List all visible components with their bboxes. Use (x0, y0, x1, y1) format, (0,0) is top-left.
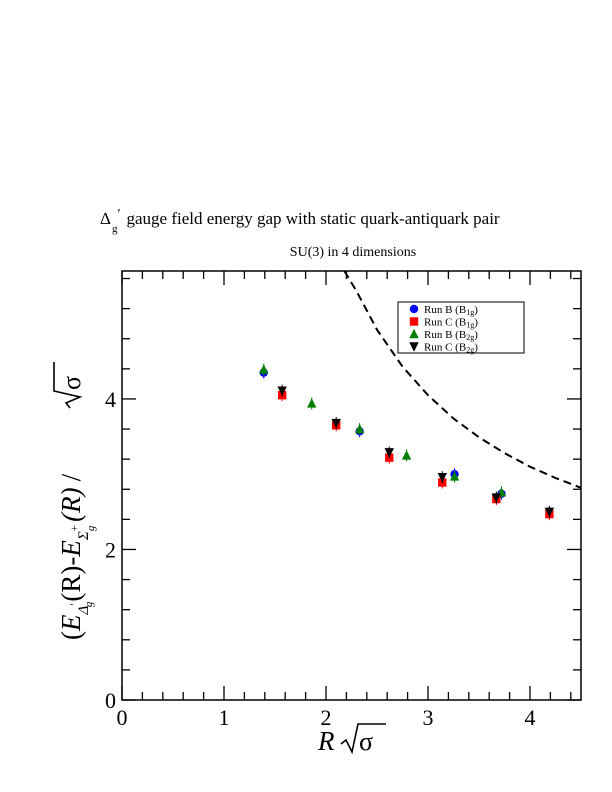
data-point (401, 450, 412, 460)
x-tick-label: 1 (219, 705, 230, 730)
data-point (331, 418, 341, 429)
axis-ticks (121, 271, 581, 701)
data-point (307, 398, 317, 408)
legend-marker (409, 317, 419, 326)
axis-tick-labels: 0 1 2 3 4 0 2 4 (105, 387, 536, 730)
legend-marker (409, 328, 419, 339)
data-point (259, 364, 269, 374)
legend-label: Run B (B1g) (424, 304, 478, 317)
data-point (449, 471, 460, 481)
legend-marker (409, 304, 419, 314)
x-tick-label: 2 (321, 705, 332, 730)
data-point (544, 507, 555, 518)
chart-title: Δg′ gauge field energy gap with static qu… (100, 207, 500, 235)
legend-label: Run B (B2g) (424, 329, 478, 342)
y-tick-label: 2 (105, 537, 116, 562)
x-tick-label: 3 (423, 705, 434, 730)
y-axis-label: (EΔ′ g(R)-EΣg+(R)/ σ (53, 362, 97, 640)
data-point (277, 386, 287, 396)
legend-box (397, 301, 525, 354)
y-tick-label: 0 (105, 688, 116, 713)
data-point (437, 473, 447, 483)
svg-text:σ: σ (57, 376, 86, 390)
reference-curve (343, 270, 582, 489)
data-points (259, 363, 555, 521)
data-point (354, 423, 365, 434)
x-tick-label: 0 (117, 705, 128, 730)
legend-label: Run C (B1g) (424, 317, 478, 330)
y-tick-label: 4 (105, 387, 116, 412)
data-point (384, 448, 394, 458)
x-tick-label: 4 (525, 705, 536, 730)
x-axis-label: R (317, 726, 335, 756)
plot-frame (121, 270, 582, 701)
x-axis-sigma: σ (359, 727, 373, 756)
legend: Run B (B1g)Run C (B1g)Run B (B2g)Run C (… (397, 301, 525, 355)
data-point (491, 493, 502, 503)
legend-label: Run C (B2g) (424, 342, 478, 355)
x-axis-sqrt: σ (340, 723, 386, 756)
chart-subtitle: SU(3) in 4 dimensions (290, 245, 416, 260)
legend-marker (409, 342, 419, 352)
svg-text:(EΔ′g(R)-EΣg+(R)/: (EΔ′ g(R)-EΣg+(R)/ (56, 473, 97, 640)
